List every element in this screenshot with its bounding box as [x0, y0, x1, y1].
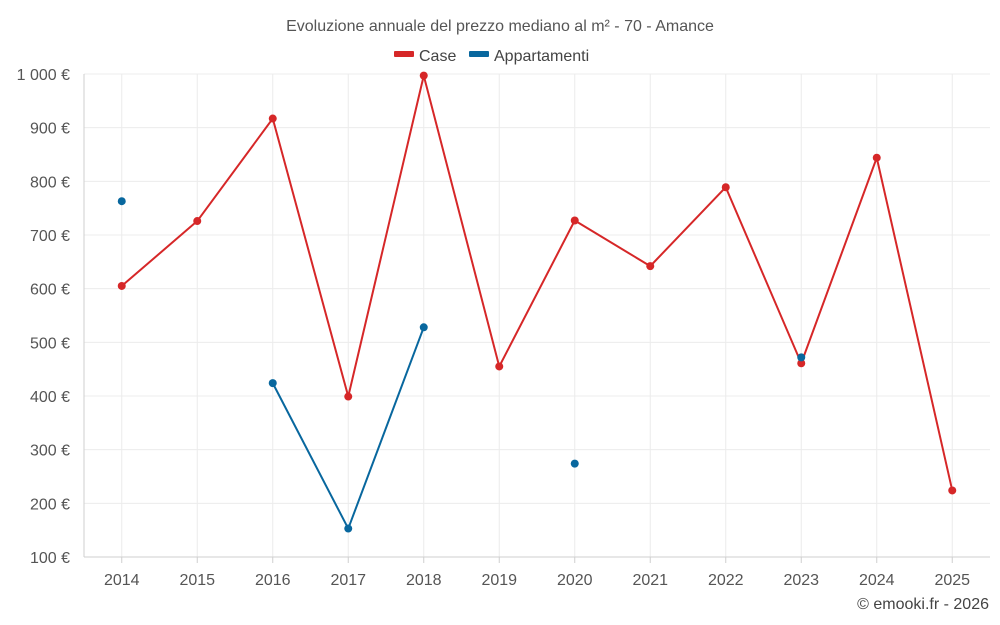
x-axis: 2014 2015 2016 2017 2018 2019 2020 2021 2022 2023…: [84, 556, 990, 589]
x-tick-label: 2017: [330, 572, 366, 589]
chart-title: Evoluzione annuale del prezzo mediano al…: [286, 18, 714, 35]
x-tick-label: 2014: [104, 572, 140, 589]
legend-swatch-case: [394, 51, 414, 57]
data-point-appartamenti[interactable]: [268, 379, 277, 388]
x-tick-label: 2022: [708, 572, 744, 589]
y-tick-label: 400 €: [30, 389, 70, 406]
y-tick-label: 200 €: [30, 496, 70, 513]
data-point-appartamenti[interactable]: [344, 524, 353, 533]
data-point-case[interactable]: [193, 217, 202, 226]
x-tick-label: 2018: [406, 572, 442, 589]
data-point-case[interactable]: [268, 114, 277, 123]
legend-label-appartamenti: Appartamenti: [494, 48, 589, 65]
y-tick-label: 700 €: [30, 228, 70, 245]
data-point-case[interactable]: [495, 362, 504, 371]
data-point-case[interactable]: [570, 216, 579, 225]
y-tick-label: 500 €: [30, 335, 70, 352]
series-appartamenti: [117, 197, 806, 533]
data-point-case[interactable]: [117, 281, 126, 290]
data-point-case[interactable]: [344, 392, 353, 401]
x-tick-label: 2020: [557, 572, 593, 589]
series-line-case: [121, 74, 954, 491]
data-point-case[interactable]: [646, 262, 655, 271]
legend: Case Appartamenti: [394, 48, 589, 65]
legend-item-appartamenti[interactable]: Appartamenti: [469, 48, 589, 65]
x-tick-label: 2016: [255, 572, 291, 589]
x-tick-label: 2019: [481, 572, 517, 589]
series-layer: [117, 71, 957, 533]
y-tick-label: 1 000 €: [17, 67, 70, 84]
copyright-text: © emooki.fr - 2026: [857, 596, 989, 613]
legend-swatch-appartamenti: [469, 51, 489, 57]
data-point-appartamenti[interactable]: [570, 459, 579, 468]
data-point-case[interactable]: [419, 71, 428, 80]
data-point-case[interactable]: [721, 183, 730, 192]
y-axis: 100 € 200 € 300 € 400 € 500 € 600 € 700 € 800 €…: [17, 67, 85, 567]
data-point-appartamenti[interactable]: [117, 197, 126, 206]
y-tick-label: 600 €: [30, 282, 70, 299]
x-tick-label: 2023: [783, 572, 819, 589]
y-tick-label: 300 €: [30, 443, 70, 460]
x-tick-label: 2024: [859, 572, 895, 589]
grid: [84, 73, 990, 557]
y-tick-label: 900 €: [30, 121, 70, 138]
legend-item-case[interactable]: Case: [394, 48, 456, 65]
data-point-appartamenti[interactable]: [797, 353, 806, 362]
data-point-case[interactable]: [797, 359, 806, 368]
y-tick-label: 800 €: [30, 174, 70, 191]
series-case: [117, 71, 957, 495]
x-tick-label: 2015: [179, 572, 215, 589]
y-tick-label: 100 €: [30, 550, 70, 567]
legend-label-case: Case: [419, 48, 456, 65]
data-point-case[interactable]: [948, 486, 957, 495]
data-point-appartamenti[interactable]: [419, 323, 428, 332]
x-tick-label: 2025: [934, 572, 970, 589]
x-tick-label: 2021: [632, 572, 668, 589]
data-point-case[interactable]: [872, 153, 881, 162]
